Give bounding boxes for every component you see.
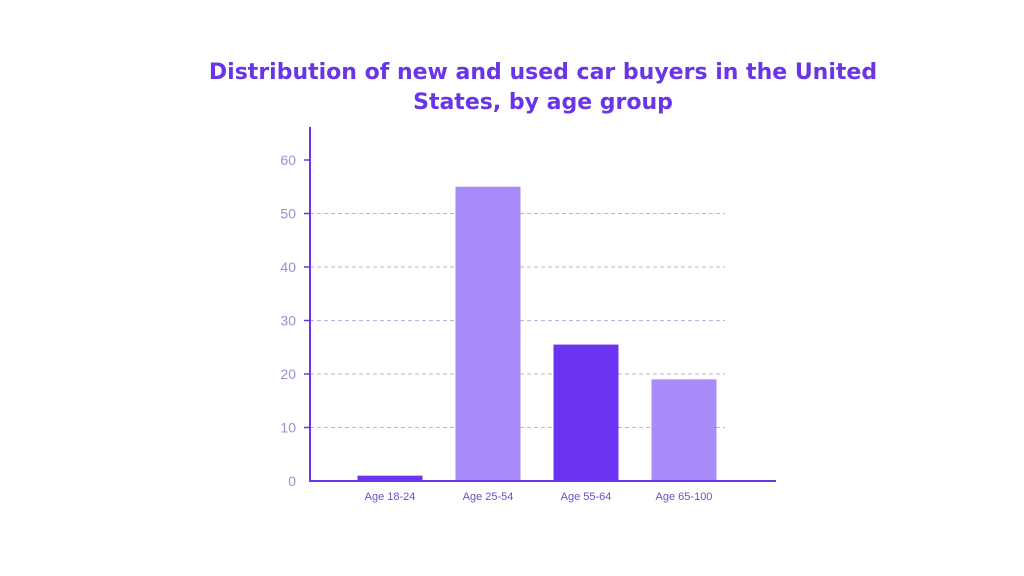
y-tick-label: 50 <box>280 206 296 222</box>
x-tick-labels: Age 18-24 Age 25-54 Age 55-64 Age 65-100 <box>365 491 713 503</box>
x-tick-label: Age 65-100 <box>656 491 713 503</box>
x-tick-label: Age 55-64 <box>561 491 612 503</box>
bar <box>455 186 521 481</box>
y-tick-label: 20 <box>280 366 296 382</box>
y-tick-labels: 0 10 20 30 40 50 60 <box>280 152 310 489</box>
bar <box>553 344 619 481</box>
bar <box>357 475 423 481</box>
bars <box>357 186 717 481</box>
x-tick-label: Age 18-24 <box>365 491 416 503</box>
y-tick-label: 30 <box>280 313 296 329</box>
y-tick-label: 40 <box>280 259 296 275</box>
y-tick-label: 10 <box>280 420 296 436</box>
axes <box>309 127 776 482</box>
y-tick-label: 60 <box>280 152 296 168</box>
bar <box>651 379 717 481</box>
x-tick-label: Age 25-54 <box>463 491 514 503</box>
y-tick-label: 0 <box>288 473 296 489</box>
chart-title: Distribution of new and used car buyers … <box>208 60 878 115</box>
